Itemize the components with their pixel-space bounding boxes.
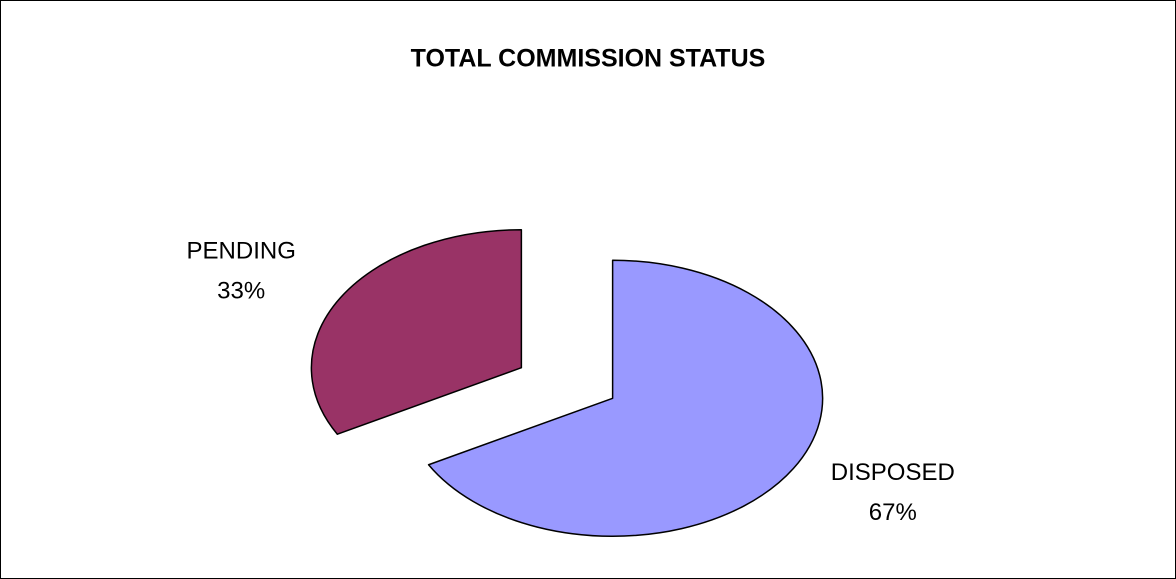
slice-value-label: 33% (217, 278, 265, 305)
slice-label: DISPOSED (831, 459, 955, 486)
chart-title: TOTAL COMMISSION STATUS (411, 45, 766, 73)
pie-slice (310, 228, 523, 435)
slice-value-label: 67% (869, 499, 917, 526)
pie-slice (427, 259, 824, 538)
slice-label: PENDING (187, 238, 296, 265)
